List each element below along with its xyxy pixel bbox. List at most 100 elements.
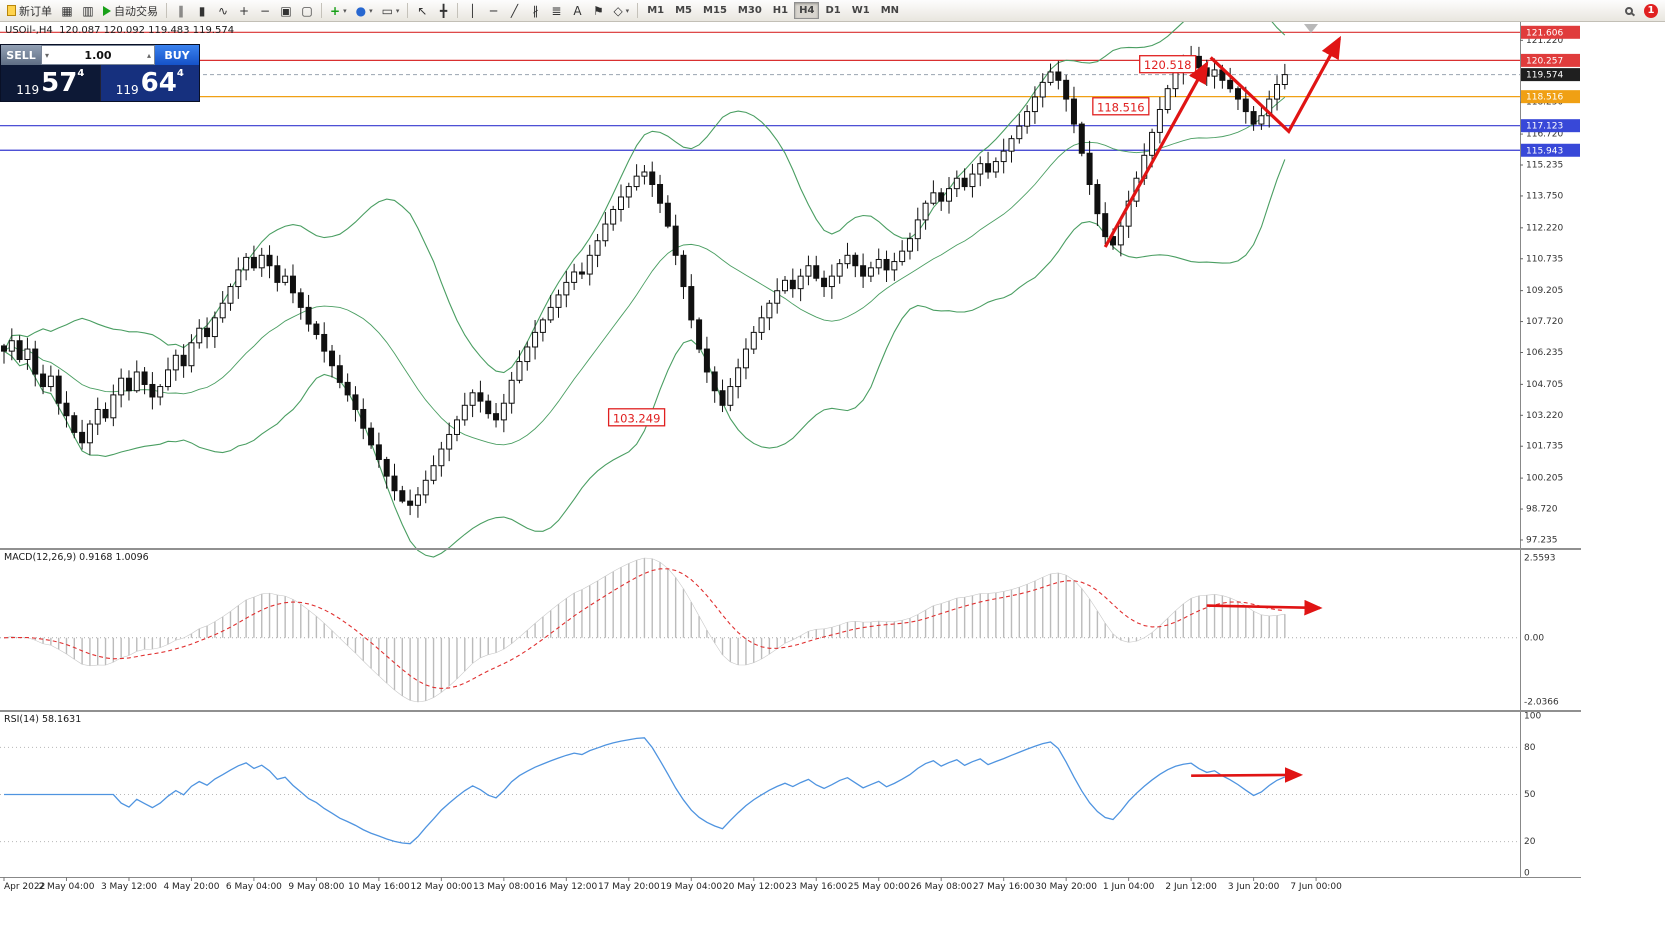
bar-chart-icon: ∥ (178, 3, 184, 18)
buy-button[interactable]: BUY (155, 45, 199, 65)
indicators-add-icon: + (330, 3, 341, 18)
line-chart-button[interactable]: ∿ (213, 1, 233, 20)
macd-indicator-label: MACD(12,26,9) 0.9168 1.0096 (4, 552, 149, 563)
timeframe-button-h1[interactable]: H1 (768, 2, 793, 19)
bollinger-upper-band (3, 1, 1286, 374)
timeframe-button-d1[interactable]: D1 (820, 2, 845, 19)
autotrade-button[interactable]: 自动交易 (99, 1, 162, 20)
snapshot-button[interactable]: ▭ ▾ (378, 1, 404, 20)
fibonacci-icon: ≣ (551, 3, 562, 18)
timeframe-button-m30[interactable]: M30 (733, 2, 767, 19)
volume-decrease-icon[interactable]: ▾ (45, 50, 50, 60)
chevron-down-icon: ▾ (395, 6, 400, 15)
timeframe-button-mn[interactable]: MN (876, 2, 904, 19)
price-axis-tick: 98.720 (1526, 505, 1558, 515)
svg-text:120.257: 120.257 (1526, 56, 1563, 66)
time-axis-label: 17 May 20:00 (598, 882, 660, 892)
vertical-line-button[interactable]: │ (462, 1, 482, 20)
zoom-in-icon: + (238, 3, 250, 18)
tile-windows-button[interactable]: ▣ (276, 1, 296, 20)
bollinger-lower-band (3, 159, 1286, 558)
rsi-indicator-label: RSI(14) 58.1631 (4, 714, 82, 725)
bar-chart-button[interactable]: ∥ (171, 1, 191, 20)
label-button[interactable]: ⚑ (588, 1, 608, 20)
timeframe-button-m15[interactable]: M15 (698, 2, 732, 19)
volume-increase-icon[interactable]: ▴ (146, 50, 151, 60)
chart-shift-marker[interactable] (1304, 24, 1318, 33)
price-annotation[interactable]: 118.516 (1092, 97, 1150, 116)
time-axis-label: 10 May 16:00 (348, 882, 410, 892)
rsi-line (4, 737, 1286, 845)
chevron-down-icon: ▾ (625, 6, 630, 15)
new-chart-button[interactable]: ▢ (297, 1, 317, 20)
trend-arrow[interactable] (1191, 767, 1304, 783)
toolbar-separator (321, 3, 322, 18)
shapes-icon: ◇ (613, 3, 623, 18)
ask-price[interactable]: 119 64 4 (100, 65, 199, 101)
price-axis-tick: 110.735 (1526, 254, 1563, 264)
channel-button[interactable]: ∦ (525, 1, 545, 20)
svg-text:118.516: 118.516 (1097, 100, 1145, 114)
new-chart-icon: ▢ (301, 3, 313, 18)
svg-text:117.123: 117.123 (1526, 122, 1563, 132)
svg-text:115.943: 115.943 (1526, 146, 1563, 156)
snapshot-icon: ▭ (381, 3, 393, 18)
trend-arrow[interactable] (1103, 60, 1209, 248)
price-annotation[interactable]: 103.249 (607, 408, 666, 427)
zoom-in-button[interactable]: + (234, 1, 254, 20)
trend-arrow[interactable] (1209, 35, 1342, 134)
time-axis-label: 7 Jun 00:00 (1290, 882, 1342, 892)
trade-panel-top-row: SELL ▾ 1.00 ▴ BUY (1, 45, 199, 65)
time-axis-label: 4 May 20:00 (163, 882, 219, 892)
toolbar-separator (407, 3, 409, 18)
zoom-out-icon: − (259, 3, 271, 18)
one-click-trading-panel: SELL ▾ 1.00 ▴ BUY 119 57 4 119 64 4 (0, 44, 200, 102)
time-axis-label: 3 Jun 20:00 (1228, 882, 1280, 892)
toolbar-separator (637, 3, 639, 18)
new-order-button[interactable]: 新订单 (3, 1, 56, 20)
text-button[interactable]: A (567, 1, 587, 20)
vertical-line-icon: │ (468, 3, 477, 18)
macd-scale-label: 0.00 (1524, 633, 1544, 643)
notification-badge[interactable]: 1 (1644, 3, 1658, 18)
price-axis-tick: 97.235 (1526, 535, 1558, 545)
new-order-icon (7, 5, 16, 16)
timeframe-button-m5[interactable]: M5 (670, 2, 697, 19)
time-axis-label: 26 May 08:00 (910, 882, 972, 892)
trend-arrow[interactable] (1206, 599, 1323, 616)
trendline-button[interactable]: ╱ (504, 1, 524, 20)
macd-signal-line (3, 568, 1285, 689)
horizontal-line-button[interactable]: ─ (483, 1, 503, 20)
timeframe-button-m1[interactable]: M1 (642, 2, 669, 19)
fibonacci-button[interactable]: ≣ (546, 1, 566, 20)
horizontal-line-icon: ─ (489, 3, 498, 18)
shapes-button[interactable]: ◇ ▾ (609, 1, 633, 20)
candlestick-chart-button[interactable]: ▮ (192, 1, 212, 20)
time-axis-label: 1 Jun 04:00 (1103, 882, 1155, 892)
price-axis-tick: 116.720 (1526, 130, 1563, 140)
cursor-button[interactable]: ↖ (412, 1, 432, 20)
cursor-buttons-group: ↖ ╋ (412, 1, 453, 20)
charts-grid-button[interactable]: ▦ (57, 1, 77, 20)
profiles-button[interactable]: ▥ (78, 1, 98, 20)
crosshair-icon: ╋ (439, 3, 448, 18)
zoom-out-button[interactable]: − (255, 1, 275, 20)
volume-stepper[interactable]: ▾ 1.00 ▴ (41, 45, 155, 65)
search-button[interactable] (1619, 1, 1639, 20)
bid-price[interactable]: 119 57 4 (1, 65, 101, 101)
trade-panel-prices: 119 57 4 119 64 4 (1, 65, 199, 101)
price-annotation[interactable]: 120.518 (1139, 55, 1197, 74)
sell-button[interactable]: SELL (1, 45, 41, 65)
timeframe-button-h4[interactable]: H4 (794, 2, 820, 19)
bid-price-pip: 4 (77, 68, 85, 79)
volume-value[interactable]: 1.00 (84, 48, 112, 62)
navigator-button[interactable]: ● ▾ (352, 1, 377, 20)
price-axis-tick: 121.220 (1526, 36, 1563, 46)
candlestick-chart-icon: ▮ (198, 3, 206, 18)
ask-price-pip: 4 (176, 68, 184, 79)
chevron-down-icon: ▾ (369, 6, 373, 15)
crosshair-button[interactable]: ╋ (433, 1, 453, 20)
timeframe-button-w1[interactable]: W1 (847, 2, 875, 19)
indicators-add-button[interactable]: + ▾ (326, 1, 351, 20)
